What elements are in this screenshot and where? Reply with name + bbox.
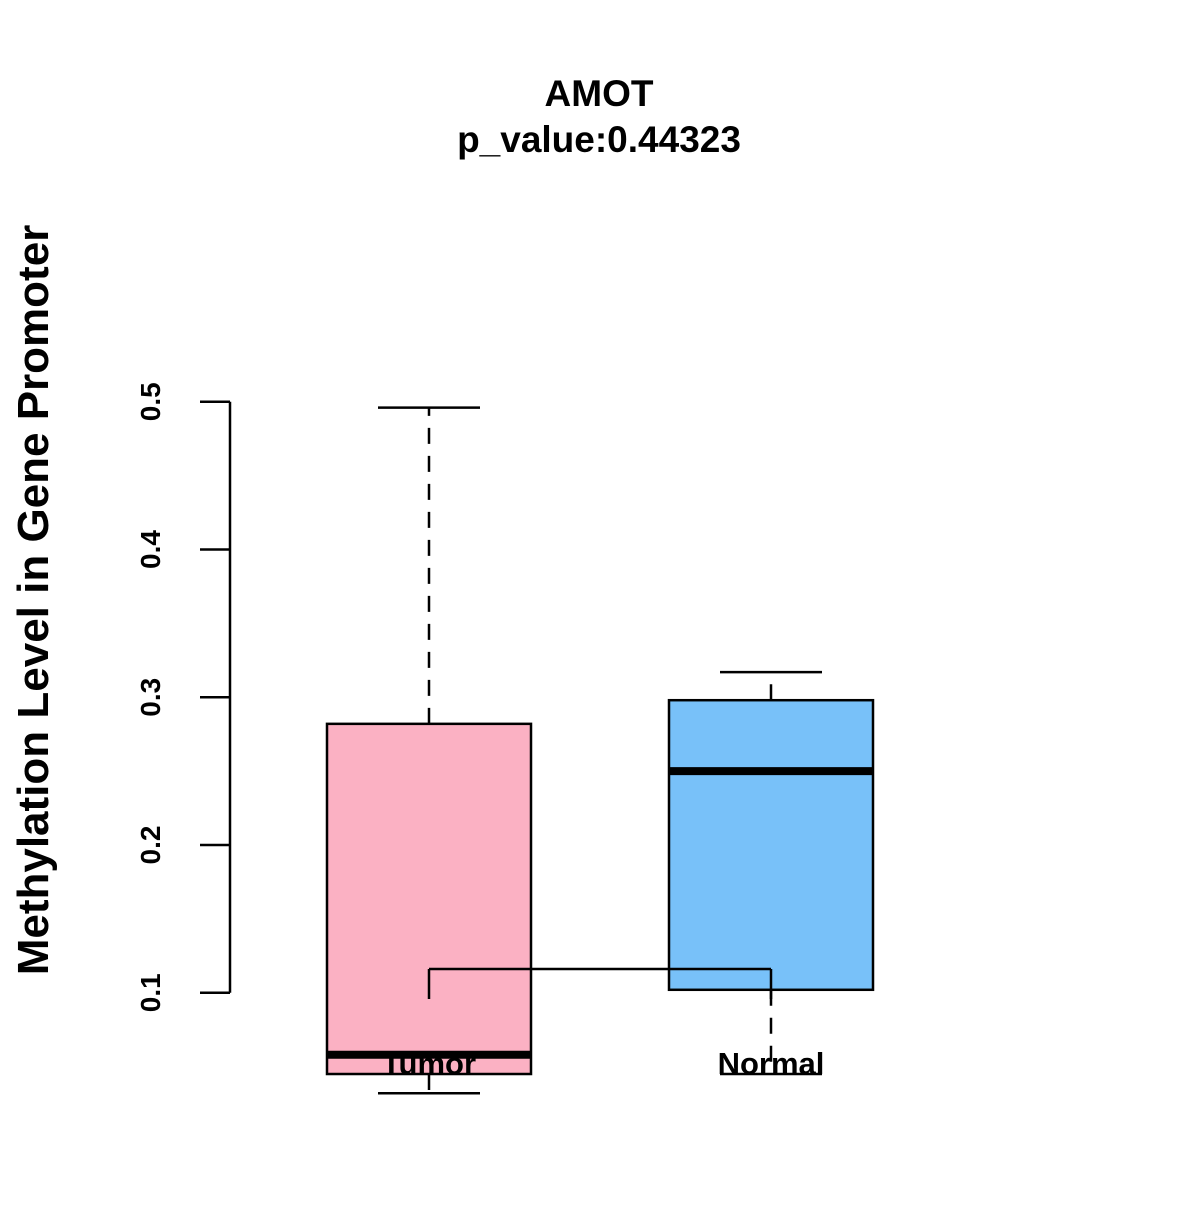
boxes-group bbox=[325, 406, 875, 1095]
chart-title: AMOT bbox=[545, 73, 654, 114]
box-normal bbox=[667, 670, 875, 1076]
y-tick-label-4: 0.5 bbox=[135, 382, 166, 421]
comparison-bracket bbox=[427, 967, 773, 999]
x-label-normal: Normal bbox=[718, 1046, 825, 1081]
chart-subtitle: p_value:0.44323 bbox=[457, 119, 741, 160]
y-axis-label: Methylation Level in Gene Promoter bbox=[9, 225, 58, 976]
iqr-box-tumor bbox=[325, 722, 533, 1076]
y-tick-label-2: 0.3 bbox=[135, 678, 166, 717]
box-tumor bbox=[325, 406, 533, 1095]
iqr-box-normal bbox=[667, 698, 875, 992]
y-axis: 0.1 0.2 0.3 0.4 0.5 bbox=[135, 382, 232, 1012]
x-label-tumor: Tumor bbox=[382, 1046, 476, 1081]
y-tick-label-0: 0.1 bbox=[135, 973, 166, 1012]
y-tick-label-3: 0.4 bbox=[135, 530, 166, 569]
y-tick-label-1: 0.2 bbox=[135, 826, 166, 865]
x-axis-labels: Tumor Normal bbox=[382, 1046, 824, 1081]
